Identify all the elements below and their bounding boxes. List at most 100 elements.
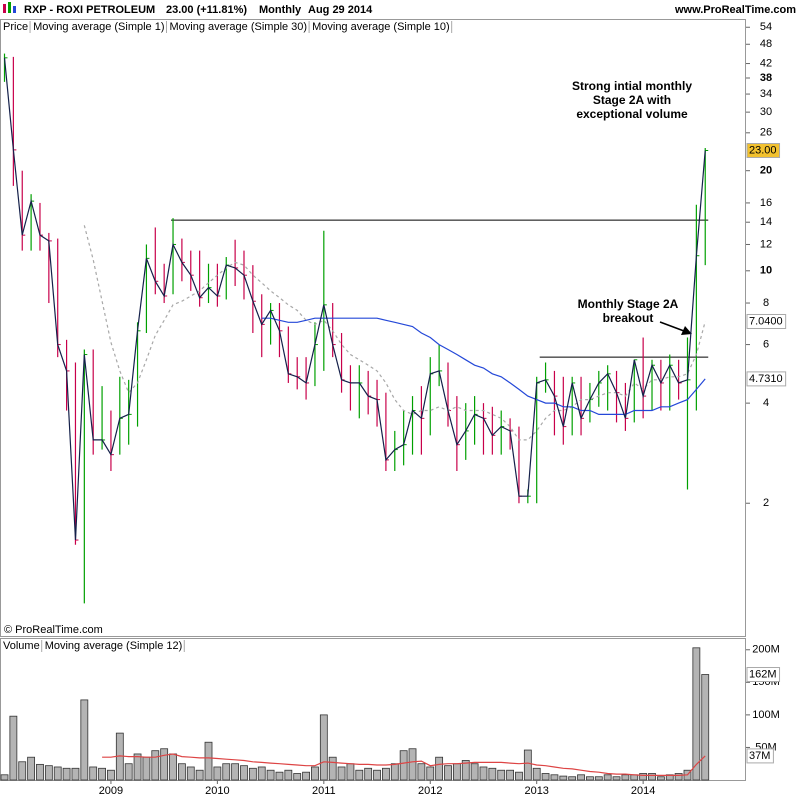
last-value-tag: 23.00	[746, 143, 781, 159]
arrow-head	[681, 326, 692, 335]
volume-bar	[541, 773, 550, 781]
volume-bar	[169, 753, 177, 781]
volume-bar	[603, 774, 612, 781]
volume-bar	[142, 756, 151, 781]
volume-bar	[186, 766, 195, 781]
volume-bar	[586, 776, 594, 781]
volume-bar	[133, 753, 142, 781]
last-value-tag: 162M	[746, 667, 781, 683]
volume-bar	[523, 749, 532, 781]
date: Aug 29 2014	[308, 4, 373, 16]
annotation-arrow	[659, 321, 692, 335]
volume-bar	[337, 766, 346, 781]
volume-bar	[222, 763, 231, 781]
volume-bar	[594, 776, 603, 781]
volume-bar	[151, 750, 160, 781]
volume-bar	[80, 699, 89, 781]
volume-bar	[62, 767, 71, 781]
volume-bar	[293, 773, 302, 781]
series-line	[83, 225, 706, 441]
volume-bar	[319, 714, 328, 781]
volume-bar	[248, 767, 257, 781]
tag-label: 7.0400	[749, 315, 783, 327]
quote: 23.00 (+11.81%)	[166, 4, 247, 16]
icon-bar	[13, 6, 16, 13]
volume-bar	[177, 763, 186, 781]
volume-bar	[53, 766, 62, 781]
tag-label: 37M	[749, 750, 770, 762]
tag-label: 23.00	[749, 144, 777, 156]
annotation: Stage 2A with	[593, 93, 671, 107]
last-value-tag: 4.7310	[746, 371, 787, 387]
volume-bar	[213, 766, 222, 781]
y-tick-label: 200M	[752, 644, 780, 656]
volume-bar	[275, 771, 284, 781]
volume-bar	[311, 766, 319, 781]
tag-box	[746, 313, 787, 329]
y-tick-label: 30	[760, 106, 772, 118]
volume-bar	[355, 769, 364, 781]
series-line	[102, 753, 706, 776]
series-line	[261, 317, 706, 415]
y-tick-label: 6	[763, 338, 769, 350]
volume-bar	[328, 756, 337, 781]
volume-bar	[18, 761, 27, 781]
icon-bar	[3, 4, 6, 13]
volume-bar	[674, 773, 683, 781]
volume-bar	[204, 741, 213, 781]
volume-bar	[444, 765, 452, 781]
volume-bar	[426, 766, 435, 781]
y-tick-label: 34	[760, 88, 772, 100]
x-tick-label: 2014	[631, 785, 655, 797]
volume-bar	[559, 775, 568, 781]
volume-bar	[9, 715, 18, 781]
volume-bar	[692, 647, 701, 781]
volume-bar	[195, 769, 204, 781]
y-tick-label: 12	[760, 238, 772, 250]
symbol: RXP - ROXI PETROLEUM	[24, 4, 155, 16]
volume-bar	[98, 767, 106, 781]
icon-bar	[8, 2, 11, 13]
volume-bar	[44, 765, 53, 781]
period: Monthly	[259, 4, 302, 16]
series-line	[3, 57, 706, 541]
y-tick-label: 26	[760, 127, 772, 139]
legend-entry: Price	[3, 21, 28, 33]
header-icon	[3, 2, 16, 13]
copyright: © ProRealTime.com	[4, 624, 103, 636]
volume-bar	[257, 766, 266, 781]
volume-bar	[568, 776, 577, 781]
x-tick-label: 2009	[99, 785, 123, 797]
tag-box	[746, 143, 781, 159]
price-panel-frame	[0, 19, 746, 637]
volume-bar	[417, 763, 426, 781]
legend-entry: Moving average (Simple 10)	[312, 21, 450, 33]
volume-bar	[435, 756, 444, 781]
volume-bar	[36, 763, 44, 781]
volume-bar	[630, 774, 639, 781]
volume-bar	[160, 748, 169, 781]
volume-bar	[284, 769, 293, 781]
x-tick-label: 2011	[312, 785, 336, 797]
volume-bar	[506, 769, 514, 781]
volume-bar	[461, 760, 470, 781]
volume-bar	[399, 750, 408, 781]
volume-bar	[656, 776, 665, 781]
last-value-tag: 37M	[746, 748, 774, 764]
volume-bar	[408, 748, 417, 781]
arrow-shaft	[659, 321, 685, 332]
y-tick-label: 8	[763, 297, 769, 309]
y-tick-label: 14	[760, 216, 772, 228]
last-value-tag: 7.0400	[746, 313, 787, 329]
volume-bar	[479, 766, 488, 781]
annotation: breakout	[603, 311, 654, 325]
y-tick-label: 100M	[752, 709, 780, 721]
y-tick-label: 10	[760, 265, 772, 277]
y-tick-label: 2	[763, 497, 769, 509]
volume-bar	[364, 767, 373, 781]
tag-box	[746, 667, 781, 683]
tag-label: 162M	[749, 668, 777, 680]
volume-bar	[346, 763, 355, 781]
